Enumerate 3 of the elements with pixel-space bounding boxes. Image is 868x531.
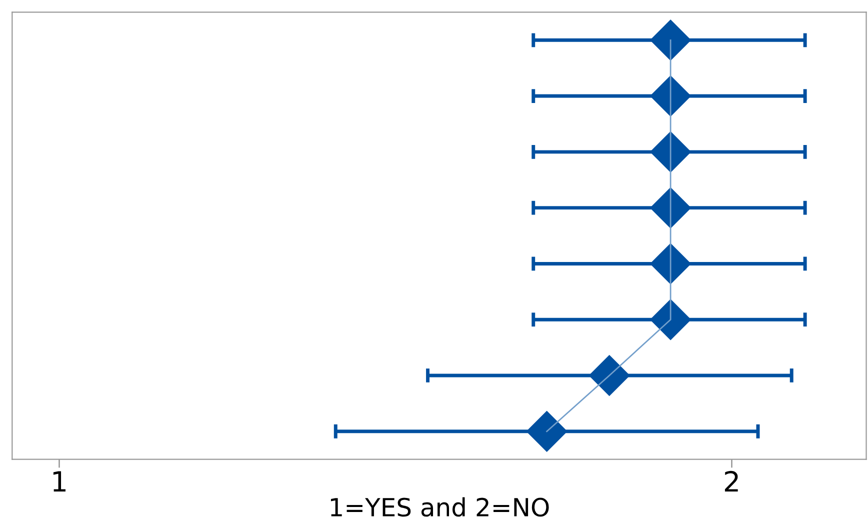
x-tick-label: 1 [53,471,66,492]
x-tick-label: 2 [724,470,738,492]
x-axis-title: 1=YES and 2=NO [330,497,549,517]
